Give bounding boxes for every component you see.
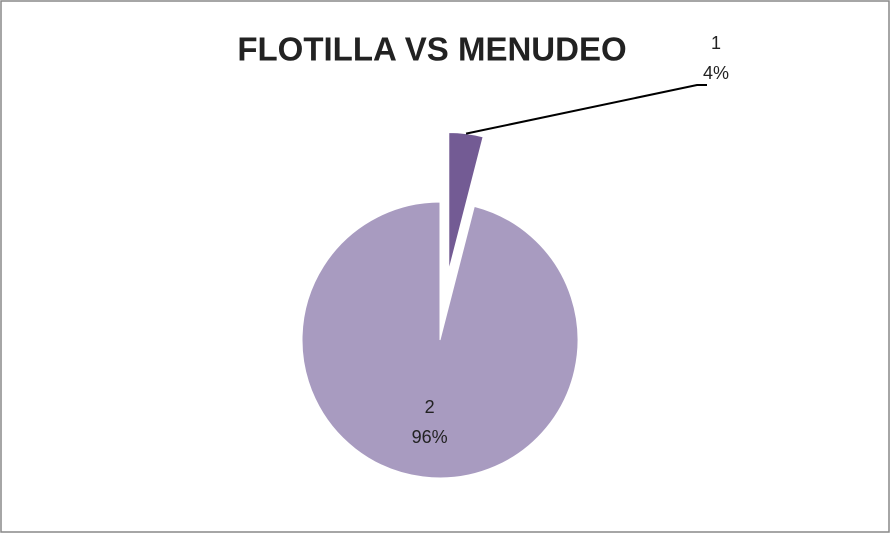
data-label-category: 1 [711, 33, 721, 53]
data-label-value: 96% [412, 427, 448, 447]
chart-title: FLOTILLA VS MENUDEO [237, 31, 626, 68]
data-label-value: 4% [703, 63, 729, 83]
data-label-category: 2 [425, 397, 435, 417]
leader-line [465, 84, 707, 135]
pie-slice [301, 201, 579, 479]
